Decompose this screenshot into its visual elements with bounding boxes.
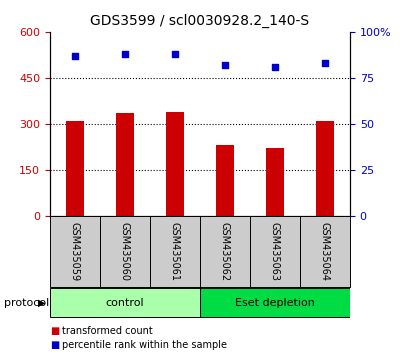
Bar [300, 216, 350, 287]
Text: GSM435060: GSM435060 [120, 222, 130, 281]
Text: ■: ■ [50, 326, 59, 336]
Text: GSM435063: GSM435063 [270, 222, 280, 281]
Bar [316, 121, 334, 216]
Point [222, 62, 228, 68]
Text: GSM435064: GSM435064 [320, 222, 330, 281]
Text: ■: ■ [50, 340, 59, 350]
Point [322, 60, 328, 66]
Bar [200, 216, 250, 287]
Text: GSM435061: GSM435061 [170, 222, 180, 281]
Text: GSM435062: GSM435062 [220, 222, 230, 281]
Bar [200, 288, 350, 317]
Text: protocol: protocol [4, 298, 49, 308]
Point [272, 64, 278, 70]
Bar [266, 148, 284, 216]
Bar [116, 113, 134, 216]
Bar [50, 288, 200, 317]
Bar [166, 112, 184, 216]
Text: Eset depletion: Eset depletion [235, 298, 315, 308]
Point [72, 53, 78, 59]
Point [172, 51, 178, 57]
Text: GDS3599 / scl0030928.2_140-S: GDS3599 / scl0030928.2_140-S [90, 14, 310, 28]
Bar [66, 121, 84, 216]
Text: control: control [106, 298, 144, 308]
Text: percentile rank within the sample: percentile rank within the sample [62, 340, 227, 350]
Point [122, 51, 128, 57]
Bar [250, 216, 300, 287]
Bar [100, 216, 150, 287]
Text: transformed count: transformed count [62, 326, 153, 336]
Bar [150, 216, 200, 287]
Bar [50, 216, 100, 287]
Bar [216, 145, 234, 216]
Text: ▶: ▶ [38, 298, 46, 308]
Text: GSM435059: GSM435059 [70, 222, 80, 281]
